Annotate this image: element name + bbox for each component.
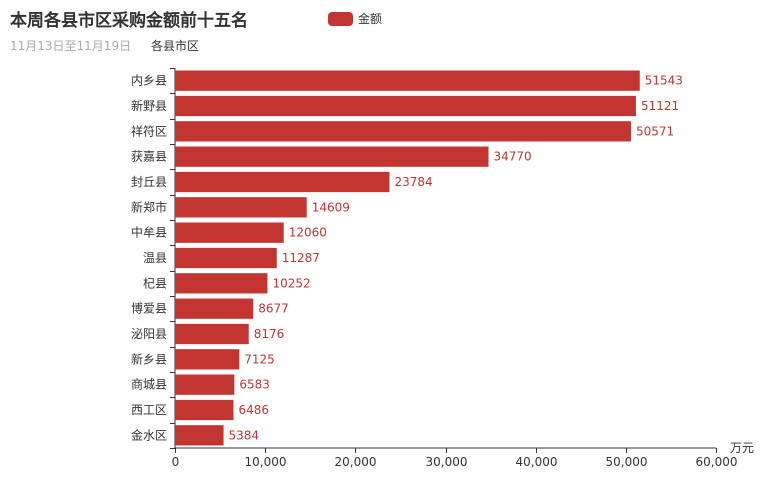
category-label: 封丘县 [131,175,167,189]
legend-item-amount[interactable]: 金额 [328,10,382,27]
bar [175,146,489,167]
x-tick-label: 0 [172,455,180,469]
bar [175,374,235,395]
bar [175,323,249,345]
value-label: 11287 [282,251,320,265]
bar [175,298,254,319]
value-label: 51121 [641,99,679,113]
category-label: 新郑市 [131,199,167,214]
x-tick-label: 20,000 [335,455,377,469]
bar [175,425,224,446]
bar [175,399,234,421]
y-axis-name: 各县市区 [151,38,199,53]
value-label: 6583 [239,378,270,392]
value-label: 50571 [636,124,674,138]
legend-swatch [328,11,353,26]
value-label: 7125 [244,352,275,366]
x-tick-label: 60,000 [696,455,738,469]
category-label: 祥符区 [131,123,167,138]
category-label: 获嘉县 [131,150,167,164]
value-label: 8677 [258,302,289,316]
category-label: 杞县 [143,276,167,290]
bar [175,247,277,269]
bar [175,70,640,91]
value-label: 34770 [494,150,532,164]
bar [175,222,284,243]
bar [175,197,307,218]
x-tick-label: 40,000 [516,455,558,469]
value-label: 10252 [272,276,310,290]
category-label: 博爱县 [131,301,167,316]
category-label: 金水区 [131,427,167,442]
category-label: 商城县 [131,377,167,392]
chart-subtitle: 11月13日至11月19日 [10,39,132,53]
x-axis-name: 万元 [730,441,754,455]
x-tick-label: 30,000 [426,455,468,469]
value-label: 23784 [394,175,432,189]
value-label: 5384 [229,428,260,442]
value-label: 8176 [254,327,285,341]
bar [175,121,631,142]
legend-label: 金额 [358,12,383,26]
chart-title: 本周各县市区采购金额前十五名 [10,11,248,31]
category-label: 中牟县 [131,225,167,240]
category-label: 温县 [143,251,167,265]
value-label: 51543 [645,74,683,88]
x-tick-label: 50,000 [606,455,648,469]
bar [175,349,240,370]
category-label: 西工区 [131,403,167,417]
x-tick-label: 10,000 [245,455,287,469]
category-label: 新乡县 [131,351,167,366]
bar [175,273,268,294]
category-label: 内乡县 [131,74,167,88]
value-label: 14609 [312,200,350,214]
bar [175,95,636,117]
category-label: 泌阳县 [131,327,167,341]
bar [175,171,390,193]
category-label: 新野县 [131,98,167,113]
value-label: 12060 [289,226,327,240]
value-label: 6486 [238,403,269,417]
